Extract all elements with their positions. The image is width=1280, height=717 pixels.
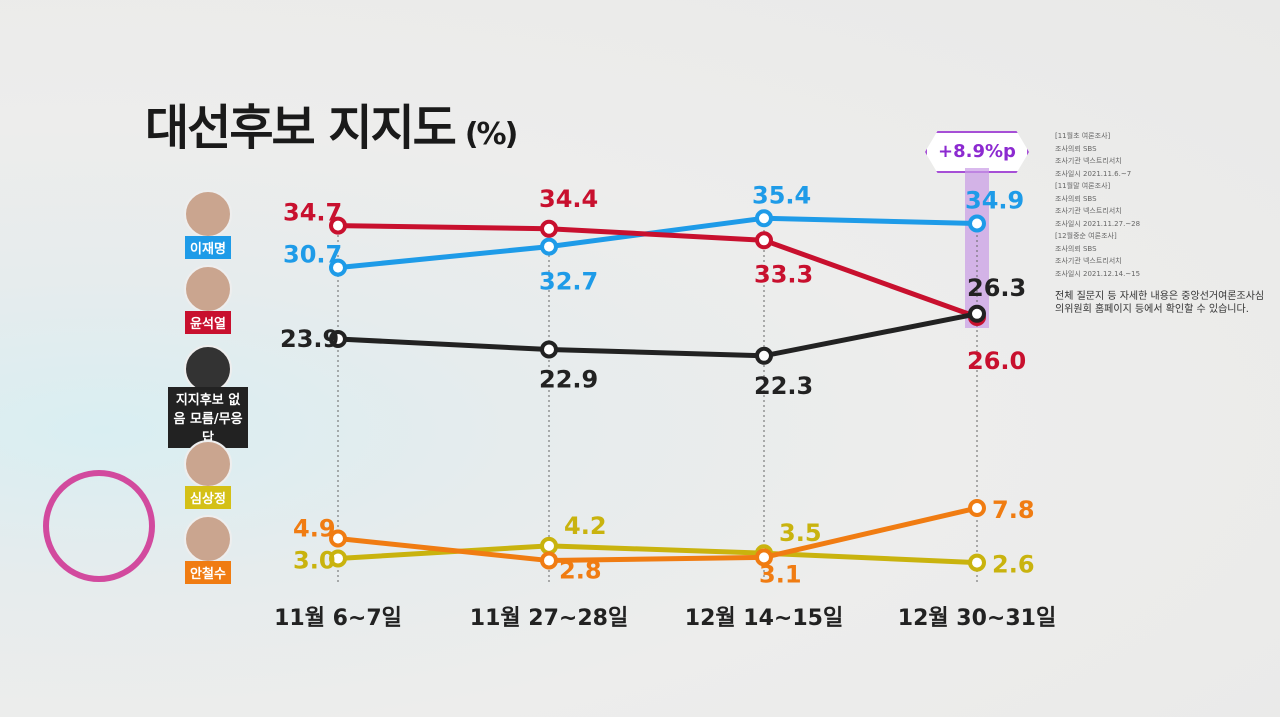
data-label: 35.4 bbox=[752, 181, 811, 209]
notes-footer: 전체 질문지 등 자세한 내용은 중앙선거여론조사심의위원회 홈페이지 등에서 … bbox=[1055, 291, 1265, 315]
data-point bbox=[540, 237, 558, 256]
candidate-legend: 안철수 bbox=[168, 515, 248, 584]
note-line: 조사일시 2021.11.6.~7 bbox=[1055, 169, 1132, 178]
data-label: 23.9 bbox=[280, 325, 339, 353]
vote-stamp-icon bbox=[43, 470, 155, 582]
data-point bbox=[755, 346, 773, 365]
note-line: [11월초 여론조사] bbox=[1055, 132, 1111, 140]
data-point bbox=[968, 304, 986, 323]
series-line-4 bbox=[337, 505, 978, 564]
data-label: 22.3 bbox=[754, 372, 813, 400]
candidate-photo bbox=[184, 440, 232, 488]
data-label: 34.9 bbox=[965, 187, 1024, 215]
data-label: 30.7 bbox=[283, 241, 342, 269]
x-tick-label: 12월 30~31일 bbox=[897, 606, 1057, 631]
data-point bbox=[540, 551, 558, 570]
note-line: 조사일시 2021.11.27.~28 bbox=[1055, 219, 1141, 228]
gap-badge: +8.9%p bbox=[925, 131, 1029, 173]
data-point bbox=[968, 214, 986, 233]
note-line: [12월중순 여론조사] bbox=[1055, 232, 1117, 240]
data-point bbox=[329, 330, 347, 348]
data-label: 3.1 bbox=[759, 560, 802, 588]
candidate-legend: 심상정 bbox=[168, 440, 248, 509]
note-line: 조사의뢰 SBS bbox=[1055, 144, 1097, 153]
data-point bbox=[540, 340, 558, 359]
x-tick-label: 11월 6~7일 bbox=[274, 606, 402, 631]
data-point bbox=[755, 548, 773, 567]
note-line: 조사기관 넥스트리서치 bbox=[1055, 257, 1122, 265]
candidate-photo bbox=[184, 190, 232, 238]
data-label: 3.0 bbox=[293, 546, 336, 574]
candidate-legend: 지지후보 없음 모름/무응답 bbox=[168, 345, 248, 448]
data-label: 22.9 bbox=[539, 366, 598, 394]
data-point bbox=[968, 553, 986, 572]
note-line: 조사기관 넥스트리서치 bbox=[1055, 207, 1122, 215]
data-point bbox=[540, 536, 558, 555]
candidate-name: 안철수 bbox=[185, 561, 231, 584]
data-label: 33.3 bbox=[754, 260, 813, 288]
note-line: 조사의뢰 SBS bbox=[1055, 244, 1097, 253]
title-text: 대선후보 지지도 bbox=[145, 100, 457, 156]
data-label: 2.6 bbox=[992, 551, 1035, 579]
candidate-name: 지지후보 없음 모름/무응답 bbox=[168, 387, 248, 448]
data-label: 32.7 bbox=[539, 268, 598, 296]
series-line-3 bbox=[337, 543, 978, 566]
candidate-name: 윤석열 bbox=[185, 311, 231, 334]
candidate-legend: 이재명 bbox=[168, 190, 248, 259]
note-line: [11월말 여론조사] bbox=[1055, 182, 1111, 190]
x-tick-label: 11월 27~28일 bbox=[469, 606, 629, 631]
candidate-photo bbox=[184, 515, 232, 563]
x-tick-label: 12월 14~15일 bbox=[684, 606, 844, 631]
data-point bbox=[329, 549, 347, 568]
unit-label: (%) bbox=[464, 117, 519, 152]
note-line: 조사기관 넥스트리서치 bbox=[1055, 157, 1122, 165]
data-label: 4.9 bbox=[293, 515, 336, 543]
data-point bbox=[540, 219, 558, 238]
note-line: 조사의뢰 SBS bbox=[1055, 194, 1097, 203]
data-label: 3.5 bbox=[779, 519, 822, 547]
candidate-legend: 윤석열 bbox=[168, 265, 248, 334]
data-label: 34.4 bbox=[539, 185, 598, 213]
data-label: 2.8 bbox=[559, 557, 602, 585]
data-point bbox=[968, 499, 986, 518]
survey-notes: [11월초 여론조사] 조사의뢰 SBS 조사기관 넥스트리서치 조사일시 2021.… bbox=[1055, 130, 1265, 316]
candidate-name: 심상정 bbox=[185, 486, 231, 509]
series-line-1 bbox=[337, 223, 978, 320]
data-point bbox=[329, 529, 347, 548]
data-label: 7.8 bbox=[992, 496, 1035, 524]
data-point bbox=[329, 216, 347, 235]
data-label: 34.7 bbox=[283, 199, 342, 227]
data-point bbox=[329, 258, 347, 277]
data-point bbox=[755, 231, 773, 250]
note-line: 조사일시 2021.12.14.~15 bbox=[1055, 269, 1141, 278]
data-point bbox=[755, 209, 773, 228]
data-label: 26.3 bbox=[967, 274, 1026, 302]
data-label: 4.2 bbox=[564, 512, 607, 540]
page-title: 대선후보 지지도 (%) bbox=[145, 88, 519, 158]
candidate-name: 이재명 bbox=[185, 236, 231, 259]
data-label: 26.0 bbox=[967, 347, 1026, 375]
series-line-2 bbox=[337, 311, 978, 359]
